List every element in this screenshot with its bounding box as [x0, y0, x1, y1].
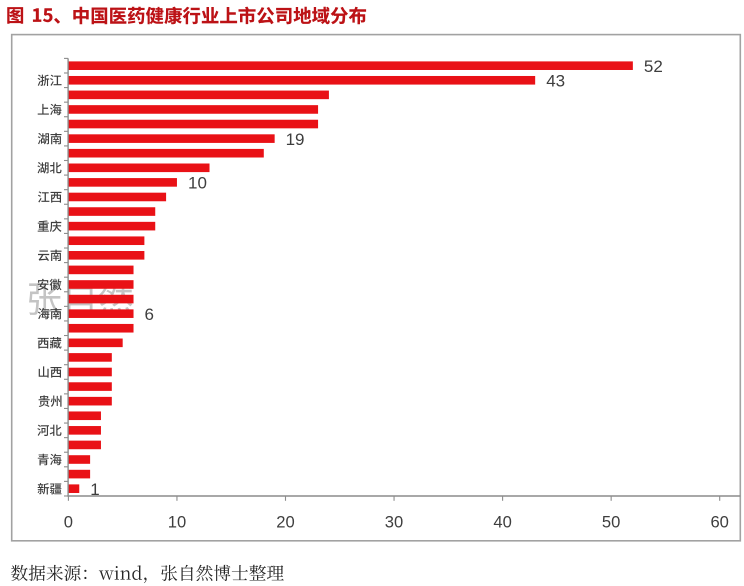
svg-text:60: 60 — [710, 512, 728, 531]
svg-text:52: 52 — [644, 57, 663, 76]
svg-text:43: 43 — [546, 72, 565, 91]
svg-text:0: 0 — [64, 512, 73, 531]
svg-text:19: 19 — [286, 130, 305, 149]
svg-text:30: 30 — [385, 512, 403, 531]
svg-text:6: 6 — [145, 305, 154, 324]
svg-text:1: 1 — [90, 480, 99, 499]
svg-text:10: 10 — [168, 512, 186, 531]
svg-text:50: 50 — [602, 512, 620, 531]
svg-text:10: 10 — [188, 174, 207, 193]
svg-text:40: 40 — [493, 512, 511, 531]
svg-text:20: 20 — [276, 512, 294, 531]
